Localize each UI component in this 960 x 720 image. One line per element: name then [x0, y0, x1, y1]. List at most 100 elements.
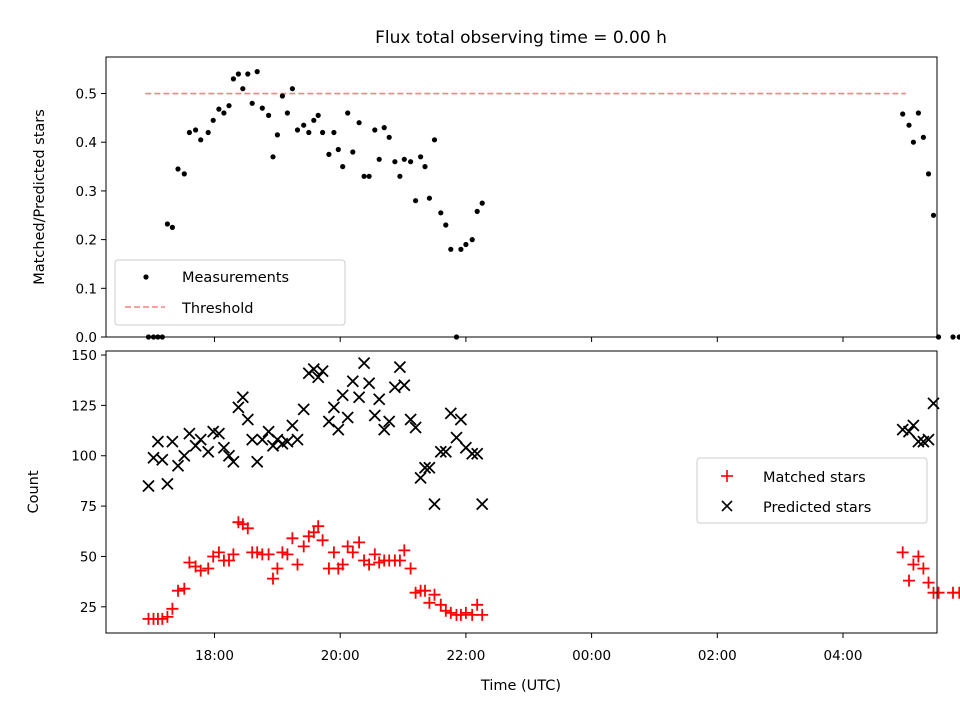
legend-threshold-label: Threshold	[181, 301, 253, 317]
top-plot-frame	[105, 56, 938, 338]
matched-point-56	[428, 588, 441, 601]
predicted-point-24	[266, 439, 280, 452]
measurement-point-74	[950, 334, 956, 340]
matched-point-58	[439, 604, 452, 617]
measurement-point-72	[930, 212, 937, 218]
measurement-point-12	[210, 117, 216, 123]
predicted-point-40	[346, 375, 359, 388]
matched-point-49	[393, 554, 406, 567]
matched-point-19	[241, 522, 254, 535]
predicted-point-8	[183, 427, 196, 440]
predicted-point-46	[378, 423, 391, 436]
measurement-point-57	[438, 210, 444, 216]
matched-point-67	[903, 574, 915, 587]
chart-title: Flux total observing time = 0.00 h	[375, 28, 667, 48]
measurement-point-26	[279, 93, 285, 99]
measurement-point-41	[356, 120, 362, 126]
predicted-point-52	[409, 421, 422, 434]
predicted-point-20	[246, 433, 259, 446]
measurement-point-49	[397, 173, 403, 179]
measurement-point-17	[235, 71, 241, 77]
matched-point-32	[307, 526, 320, 539]
matched-point-65	[476, 608, 489, 621]
predicted-point-22	[256, 433, 269, 446]
matched-point-62	[459, 606, 472, 619]
predicted-point-0	[142, 479, 155, 493]
measurement-point-50	[401, 156, 407, 162]
predicted-point-6	[171, 459, 185, 472]
x-tick-label-3: 00:00	[572, 648, 611, 664]
measurement-point-56	[431, 137, 438, 143]
predicted-point-38	[336, 389, 349, 402]
top-y-tick-label-3: 0.3	[76, 184, 97, 200]
measurement-point-13	[216, 106, 222, 112]
matched-point-52	[409, 586, 422, 599]
predicted-point-60	[450, 431, 463, 444]
predicted-point-44	[368, 409, 381, 422]
predicted-point-50	[398, 379, 411, 392]
top-y-tick-label-2: 0.2	[76, 233, 97, 249]
predicted-point-65	[476, 497, 489, 511]
matched-point-4	[161, 610, 174, 623]
measurement-point-11	[205, 129, 211, 136]
matched-point-34	[316, 534, 329, 547]
matched-point-26	[276, 546, 289, 559]
measurement-point-42	[361, 173, 367, 179]
x-tick-label-0: 18:00	[195, 648, 234, 664]
measurement-point-47	[386, 134, 392, 140]
matched-point-45	[373, 556, 386, 569]
measurement-point-21	[254, 69, 260, 75]
matched-point-24	[267, 572, 279, 585]
predicted-point-67	[902, 425, 916, 438]
matched-point-7	[178, 582, 191, 595]
matched-point-54	[419, 584, 431, 597]
predicted-point-43	[362, 377, 376, 390]
predicted-point-5	[166, 435, 179, 448]
predicted-point-59	[444, 407, 457, 420]
predicted-point-21	[251, 455, 264, 468]
measurement-point-29	[294, 127, 301, 133]
measurement-point-24	[270, 154, 276, 160]
measurement-point-23	[266, 112, 272, 118]
predicted-point-27	[281, 435, 294, 448]
measurement-point-75	[956, 334, 960, 340]
predicted-point-58	[439, 445, 452, 458]
matched-point-28	[286, 532, 299, 545]
measurement-point-20	[249, 100, 255, 106]
bottom-y-ticks: 25 50 75 100 125 150	[71, 348, 106, 616]
matched-point-10	[194, 564, 207, 577]
matched-point-5	[166, 602, 179, 615]
predicted-point-33	[312, 371, 325, 384]
predicted-point-49	[393, 360, 407, 374]
legend-matched-label: Matched stars	[763, 470, 866, 486]
matched-point-59	[444, 606, 457, 619]
matched-point-71	[922, 576, 935, 589]
legend-predicted-marker	[721, 500, 733, 512]
measurement-point-16	[230, 76, 236, 82]
top-y-axis-label: Matched/Predicted stars	[32, 109, 48, 285]
predicted-point-7	[178, 449, 191, 462]
matched-point-38	[336, 558, 349, 571]
measurement-point-31	[306, 129, 312, 136]
measurement-point-9	[193, 127, 199, 133]
predicted-point-10	[194, 433, 207, 446]
measurement-point-32	[311, 117, 317, 123]
measurement-point-52	[413, 198, 419, 204]
measurement-point-69	[915, 110, 922, 116]
measurement-point-64	[474, 208, 480, 214]
predicted-point-28	[286, 419, 299, 432]
predicted-point-34	[316, 364, 329, 378]
measurement-point-70	[920, 134, 927, 140]
bottom-y-tick-label-2: 75	[80, 499, 97, 515]
top-y-tick-label-1: 0.1	[76, 281, 97, 297]
matched-point-27	[281, 548, 294, 561]
measurement-point-34	[320, 129, 326, 136]
predicted-point-63	[466, 447, 479, 460]
matched-point-51	[404, 562, 417, 575]
matched-point-57	[434, 598, 447, 611]
predicted-point-36	[327, 401, 341, 414]
bottom-legend-frame	[696, 457, 928, 524]
measurement-point-28	[289, 86, 295, 92]
measurement-point-66	[900, 111, 906, 117]
